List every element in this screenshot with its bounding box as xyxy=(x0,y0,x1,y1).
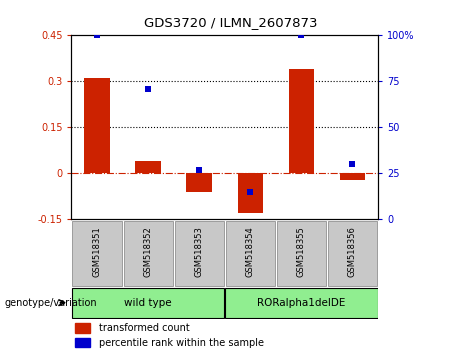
Text: percentile rank within the sample: percentile rank within the sample xyxy=(99,338,264,348)
Bar xyxy=(277,221,326,286)
Bar xyxy=(328,221,377,286)
Text: GSM518355: GSM518355 xyxy=(297,227,306,277)
Bar xyxy=(75,324,90,333)
Point xyxy=(349,161,356,167)
Bar xyxy=(289,69,314,173)
Text: GSM518352: GSM518352 xyxy=(143,227,153,277)
Point xyxy=(298,33,305,38)
Bar xyxy=(136,161,161,173)
Bar xyxy=(340,173,365,179)
Text: GDS3720 / ILMN_2607873: GDS3720 / ILMN_2607873 xyxy=(144,16,317,29)
Point xyxy=(93,33,100,38)
Text: GSM518354: GSM518354 xyxy=(246,227,255,277)
Bar xyxy=(175,221,224,286)
Bar xyxy=(225,288,378,318)
Text: GSM518353: GSM518353 xyxy=(195,226,204,277)
Text: RORalpha1delDE: RORalpha1delDE xyxy=(257,298,346,308)
Bar xyxy=(237,173,263,213)
Text: wild type: wild type xyxy=(124,298,172,308)
Point xyxy=(144,86,152,92)
Bar xyxy=(72,288,224,318)
Text: GSM518351: GSM518351 xyxy=(93,227,101,277)
Point xyxy=(195,167,203,173)
Text: GSM518356: GSM518356 xyxy=(348,226,357,277)
Bar xyxy=(72,221,122,286)
Text: genotype/variation: genotype/variation xyxy=(5,298,97,308)
Bar xyxy=(84,78,110,173)
Bar xyxy=(226,221,275,286)
Bar xyxy=(75,338,90,348)
Bar xyxy=(124,221,172,286)
Bar xyxy=(186,173,212,192)
Point xyxy=(247,189,254,195)
Text: transformed count: transformed count xyxy=(99,323,190,333)
